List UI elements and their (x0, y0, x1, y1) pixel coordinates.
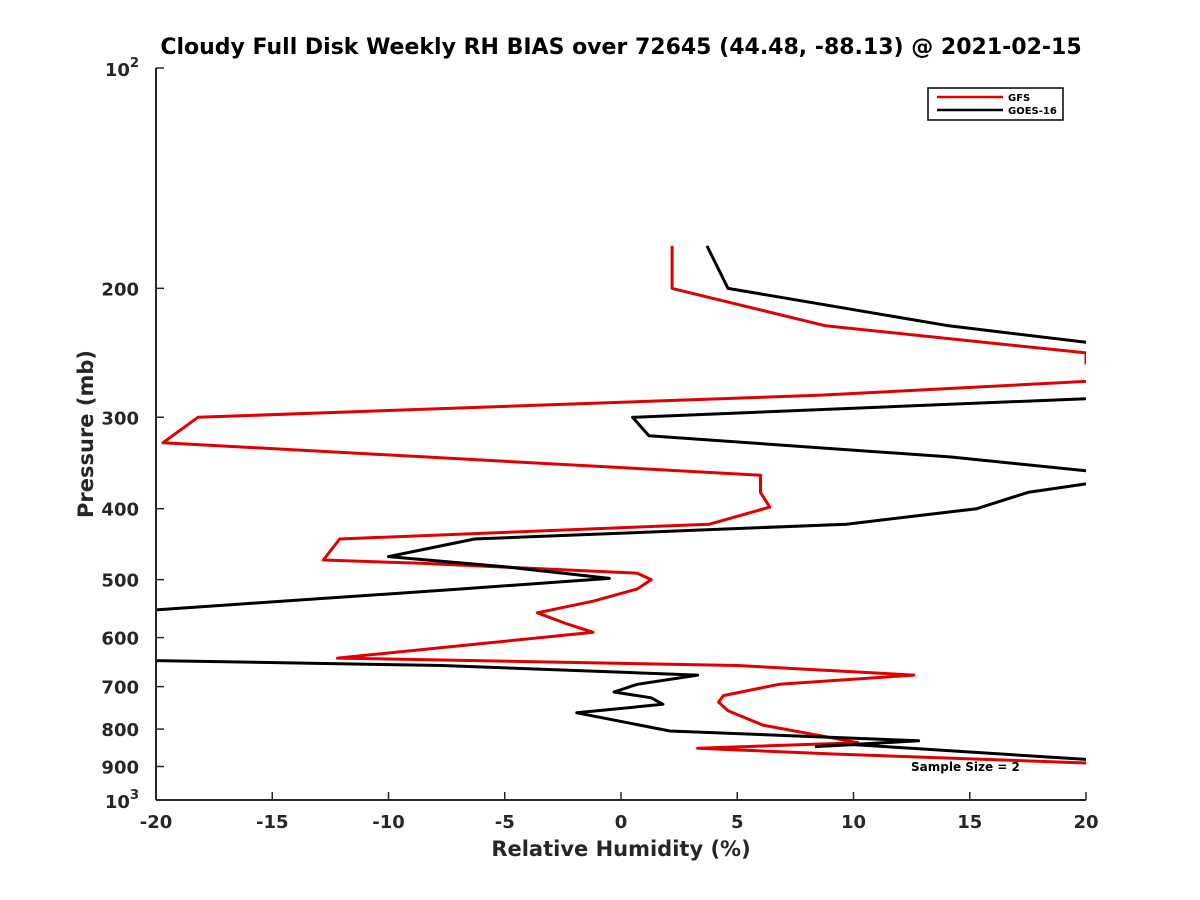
y-tick-label: 200 (101, 279, 139, 300)
series-layer (156, 245, 1086, 765)
legend-label-gfs: GFS (1008, 93, 1030, 104)
series-line-goes-16 (156, 245, 1086, 761)
chart-title: Cloudy Full Disk Weekly RH BIAS over 726… (160, 35, 1081, 60)
y-tick-label-bottom: 103 (105, 788, 139, 813)
x-tick-label: 10 (841, 812, 866, 833)
y-tick-bottom-exp: 3 (130, 788, 139, 803)
legend: GFS GOES-16 (927, 87, 1064, 121)
series-line-gfs (161, 245, 1086, 765)
x-tick-label: 20 (1073, 812, 1098, 833)
sample-size-annotation: Sample Size = 2 (911, 760, 1020, 774)
y-tick-label: 900 (101, 758, 139, 779)
x-tick-label: -15 (256, 812, 289, 833)
y-tick-label: 800 (101, 720, 139, 741)
y-axis-end-labels: 102 103 (105, 56, 139, 813)
y-tick-label: 700 (101, 678, 139, 699)
legend-label-goes16: GOES-16 (1008, 106, 1057, 117)
x-tick-label: -20 (140, 812, 173, 833)
y-tick-label-top: 102 (105, 56, 139, 81)
y-tick-label: 500 (101, 571, 139, 592)
x-tick-label: 15 (957, 812, 982, 833)
y-tick-top-exp: 2 (130, 56, 139, 71)
x-tick-label: -10 (372, 812, 405, 833)
legend-box (927, 87, 1064, 121)
y-tick-top-base: 10 (105, 60, 130, 81)
x-tick-label: 0 (615, 812, 628, 833)
x-axis-label: Relative Humidity (%) (491, 837, 750, 861)
y-tick-label: 400 (101, 500, 139, 521)
ticks: -20 -15 -10 -5 0 5 10 15 20 200 300 400 500 600 700 800… (101, 67, 1099, 833)
y-tick-label: 600 (101, 629, 139, 650)
y-axis-label: Pressure (mb) (74, 350, 98, 518)
y-tick-label: 300 (101, 408, 139, 429)
x-tick-label: -5 (495, 812, 515, 833)
y-tick-bottom-base: 10 (105, 792, 130, 813)
x-tick-label: 5 (731, 812, 744, 833)
